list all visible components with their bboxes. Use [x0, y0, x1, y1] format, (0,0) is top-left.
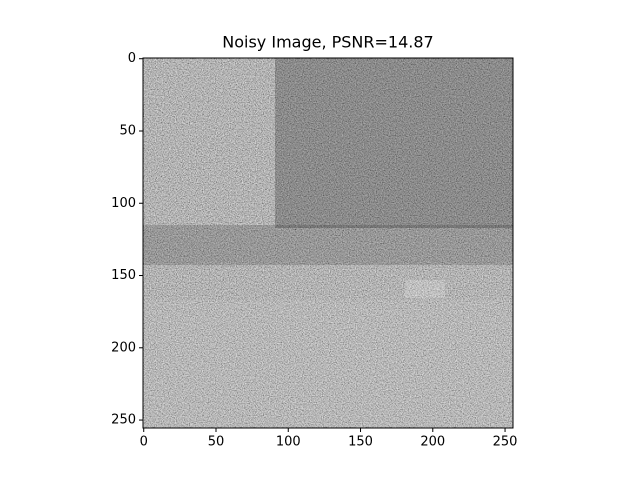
image-shade: [143, 225, 513, 265]
image-shade: [275, 58, 513, 228]
y-tick-label: 150: [111, 268, 136, 283]
image-shade: [143, 300, 513, 428]
image-pixels: [143, 58, 513, 428]
x-tick-label: 200: [420, 435, 445, 450]
image-shade: [405, 280, 445, 298]
y-tick-label: 200: [111, 340, 136, 355]
y-tick-label: 50: [119, 123, 136, 138]
image: [143, 58, 513, 428]
axes-frame: [142, 57, 514, 429]
x-tick-label: 250: [493, 435, 518, 450]
x-tick-label: 100: [276, 435, 301, 450]
y-tick-label: 100: [111, 196, 136, 211]
chart-title: Noisy Image, PSNR=14.87: [222, 33, 433, 52]
x-tick-label: 0: [140, 435, 148, 450]
x-tick-label: 50: [208, 435, 225, 450]
y-tick-label: 0: [128, 51, 136, 66]
x-tick-label: 150: [348, 435, 373, 450]
y-tick-label: 250: [111, 413, 136, 428]
